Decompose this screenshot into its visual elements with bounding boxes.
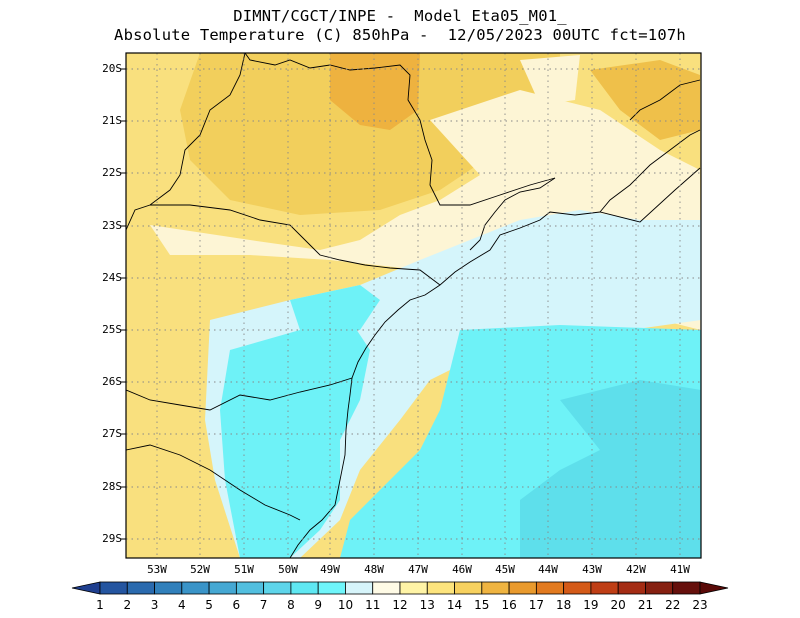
colorbar-tick-label: 9: [314, 598, 322, 612]
colorbar-tick-label: 6: [232, 598, 241, 612]
lat-label-27s: 27S: [102, 427, 122, 440]
map-frame: [125, 52, 702, 559]
state-border-pr-sc: [126, 377, 353, 411]
state-border-ms: [126, 53, 246, 231]
lon-label-48w: 48W: [364, 563, 384, 576]
colorbar: [71, 581, 729, 595]
colorbar-swatch: [481, 581, 510, 595]
colorbar-tick-label: 4: [177, 598, 186, 612]
colorbar-tick-label: 19: [583, 598, 599, 612]
lon-label-46w: 46W: [452, 563, 472, 576]
lon-label-43w: 43W: [582, 563, 602, 576]
colorbar-swatch: [372, 581, 401, 595]
colorbar-tick-label: 1: [96, 598, 104, 612]
colorbar-tick-label: 21: [637, 598, 654, 612]
lat-label-29s: 29S: [102, 532, 122, 545]
colorbar-tick-label: 14: [446, 598, 463, 612]
colorbar-swatch: [263, 581, 292, 595]
colorbar-tick-label: 5: [205, 598, 213, 612]
colorbar-tick-label: 18: [555, 598, 572, 612]
field-cool-west: [220, 320, 370, 558]
colorbar-low-arrow: [71, 581, 101, 595]
field-warmer-north: [180, 53, 560, 215]
lat-label-20s: 20S: [102, 62, 122, 75]
lon-label-47w: 47W: [408, 563, 428, 576]
map-title-line1: DIMNT/CGCT/INPE - Model Eta05_M01_: [233, 7, 567, 25]
colorbar-swatch: [617, 581, 646, 595]
map-title-line2: Absolute Temperature (C) 850hPa - 12/05/…: [114, 26, 686, 44]
colorbar-swatch: [454, 581, 483, 595]
lon-label-51w: 51W: [234, 563, 254, 576]
field-mild-north: [520, 55, 580, 105]
field-warm-southwest: [126, 360, 240, 558]
coastlines: [126, 53, 701, 558]
colorbar-tick-label: 16: [501, 598, 517, 612]
lat-label-25s: 25S: [102, 323, 122, 336]
colorbar-swatch: [508, 581, 537, 595]
state-border-sp-mg: [244, 53, 556, 206]
state-border-rj-mg: [599, 129, 701, 213]
axis-ticks: [121, 68, 126, 540]
colorbar-tick-label: 12: [392, 598, 408, 612]
state-border-mg-es: [629, 79, 701, 121]
colorbar-tick-label: 7: [259, 598, 268, 612]
colorbar-tick-label: 20: [610, 598, 626, 612]
colorbar-tick-label: 22: [665, 598, 681, 612]
colorbar-tick-label: 3: [150, 598, 159, 612]
colorbar-tick-label: 23: [692, 598, 708, 612]
lon-label-44w: 44W: [538, 563, 558, 576]
colorbar-swatch: [563, 581, 592, 595]
colorbar-swatch: [235, 581, 265, 595]
colorbar-high-arrow: [699, 581, 729, 595]
colorbar-swatch: [99, 581, 128, 595]
lon-label-53w: 53W: [147, 563, 167, 576]
colorbar-tick-label: 13: [419, 598, 435, 612]
lon-label-41w: 41W: [670, 563, 690, 576]
lon-label-45w: 45W: [495, 563, 515, 576]
state-border-sp-rj: [469, 177, 556, 251]
temperature-field: [126, 53, 701, 558]
coastline: [289, 167, 701, 558]
state-border-pr-sp: [150, 204, 441, 286]
colorbar-swatch: [399, 581, 428, 595]
colorbar-tick-label: 2: [123, 598, 132, 612]
state-border-sc-rs: [126, 444, 301, 521]
colorbar-swatch: [645, 581, 674, 595]
lat-label-21s: 21S: [102, 114, 122, 127]
lon-label-52w: 52W: [190, 563, 210, 576]
colorbar-swatch: [590, 581, 619, 595]
colorbar-swatch: [126, 581, 155, 595]
colorbar-swatch: [345, 581, 374, 595]
colorbar-swatch: [535, 581, 565, 595]
colorbar-tick-label: 10: [337, 598, 354, 612]
lat-label-22s: 22S: [102, 166, 122, 179]
colorbar-swatch: [290, 581, 319, 595]
colorbar-tick-label: 8: [287, 598, 295, 612]
colorbar-tick-label: 15: [474, 598, 490, 612]
colorbar-swatch: [672, 581, 701, 595]
colorbar-tick-label: 17: [528, 598, 544, 612]
colorbar-swatch: [154, 581, 183, 595]
colorbar-swatch: [426, 581, 455, 595]
lon-label-42w: 42W: [626, 563, 646, 576]
lat-label-28s: 28S: [102, 480, 122, 493]
field-cool-ocean-dark: [520, 380, 701, 558]
field-cool-patch: [290, 285, 380, 330]
lon-label-49w: 49W: [320, 563, 340, 576]
lat-label-24s: 24S: [102, 271, 122, 284]
lat-label-26s: 26S: [102, 375, 122, 388]
colorbar-swatch: [208, 581, 237, 595]
colorbar-swatch: [181, 581, 210, 595]
field-hot-northeast: [590, 60, 700, 140]
colorbar-swatch: [317, 581, 346, 595]
colorbar-tick-label: 11: [365, 598, 381, 612]
lon-label-50w: 50W: [278, 563, 298, 576]
gridlines: [126, 53, 701, 558]
lat-label-23s: 23S: [102, 219, 122, 232]
field-hot-core: [330, 53, 420, 130]
